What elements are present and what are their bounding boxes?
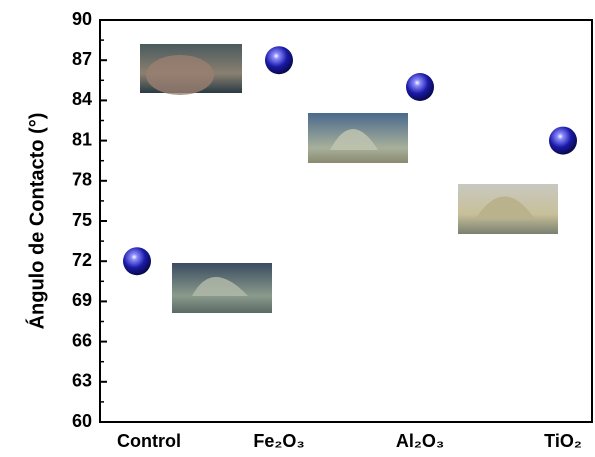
point [265, 46, 293, 74]
y-tick-label: 69 [72, 290, 92, 310]
x-tick-label: TiO₂ [544, 431, 582, 451]
y-tick-label: 78 [72, 170, 92, 190]
point [549, 127, 577, 155]
chart: Ángulo de Contacto (°) 60 63 66 69 72 75 78 81 8… [0, 0, 595, 457]
y-axis-label: Ángulo de Contacto (°) [25, 113, 48, 330]
x-tick-label: Fe₂O₃ [253, 431, 304, 451]
photo-insets [140, 44, 558, 313]
y-tick-label: 90 [72, 9, 92, 29]
droplet [146, 55, 214, 95]
y-tick-label: 63 [72, 371, 92, 391]
x-tick-label: Control [117, 431, 181, 451]
y-tick-label: 66 [72, 330, 92, 350]
y-tick-label: 60 [72, 411, 92, 431]
y-tick-label: 81 [72, 129, 92, 149]
y-tick-label: 87 [72, 49, 92, 69]
y-tick-label: 72 [72, 250, 92, 270]
y-tick-label: 75 [72, 210, 92, 230]
x-tick-label: Al₂O₃ [396, 431, 444, 451]
point [123, 247, 151, 275]
point [406, 73, 434, 101]
y-tick-label: 84 [72, 89, 92, 109]
